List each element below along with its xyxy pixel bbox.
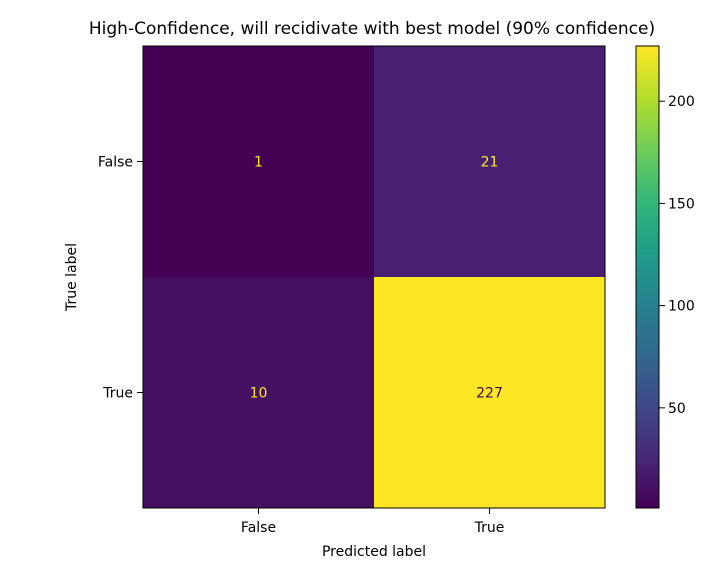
heatmap-frame <box>142 45 606 509</box>
chart-title: High-Confidence, will recidivate with be… <box>89 19 655 39</box>
heatmap-cell-true-true <box>374 277 605 508</box>
heatmap-cell-true-false <box>143 277 374 508</box>
colorbar <box>635 45 660 509</box>
y-tick-label: True <box>102 386 133 402</box>
colorbar-tick-label: 150 <box>668 196 695 212</box>
colorbar-tick-label: 100 <box>668 299 695 315</box>
colorbar-tick-label: 50 <box>668 401 686 417</box>
x-tick-label: True <box>474 520 505 536</box>
heatmap-cells: 1 21 10 227 <box>143 46 605 508</box>
cell-value-label: 21 <box>481 155 499 171</box>
y-tick-label: False <box>98 155 133 171</box>
heatmap-cell-false-true <box>374 46 605 277</box>
x-axis: False True <box>241 508 504 536</box>
x-axis-label: Predicted label <box>322 544 426 560</box>
colorbar-tick-label: 200 <box>668 94 695 110</box>
cell-value-label: 10 <box>250 386 268 402</box>
y-axis-label: True label <box>64 243 80 312</box>
x-tick-label: False <box>241 520 276 536</box>
colorbar-axis: 50 100 150 200 <box>659 94 695 417</box>
cell-value-label: 1 <box>254 155 263 171</box>
y-axis: False True <box>98 155 143 402</box>
cell-value-label: 227 <box>476 386 503 402</box>
heatmap-cell-false-false <box>143 46 374 277</box>
